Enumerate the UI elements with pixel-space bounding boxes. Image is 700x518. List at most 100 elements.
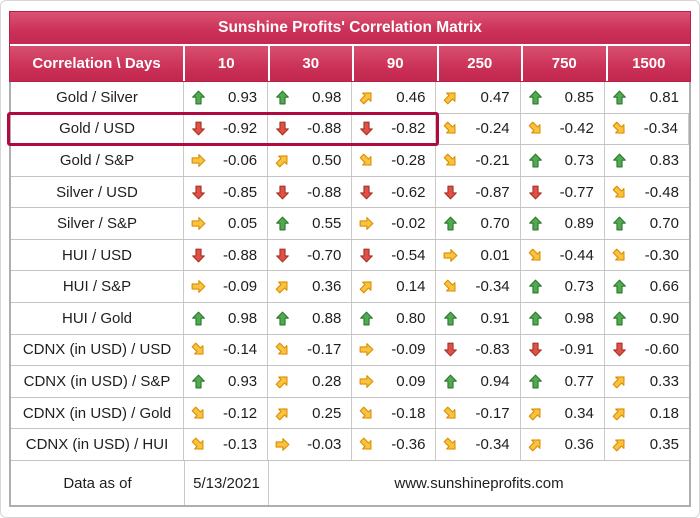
correlation-cell: 0.01 — [436, 239, 521, 271]
table-row: Silver / USD -0.85 -0.88 -0.62 -0.87 -0.… — [11, 176, 689, 209]
correlation-cell: -0.83 — [436, 334, 521, 366]
down-right-arrow-icon — [359, 437, 374, 452]
correlation-cell: 0.83 — [605, 145, 689, 176]
column-header-750: 750 — [521, 46, 606, 81]
down-arrow-icon — [528, 185, 543, 200]
row-label: Gold / USD — [11, 113, 184, 145]
down-right-arrow-icon — [443, 153, 458, 168]
correlation-cell: 0.70 — [436, 208, 521, 239]
down-right-arrow-icon — [443, 279, 458, 294]
correlation-cell: 0.85 — [521, 82, 605, 113]
cell-value: -0.44 — [559, 246, 594, 264]
up-arrow-icon — [528, 216, 543, 231]
cell-value: 0.25 — [312, 404, 342, 422]
correlation-cell: -0.88 — [268, 113, 353, 145]
correlation-cell: -0.54 — [352, 239, 437, 271]
correlation-cell: 0.28 — [268, 366, 353, 397]
table-row: Silver / S&P 0.05 0.55 -0.02 0.70 0.89 0… — [11, 208, 689, 240]
cell-value: -0.24 — [475, 120, 510, 138]
up-right-arrow-icon — [275, 279, 290, 294]
up-arrow-icon — [359, 311, 374, 326]
cell-value: -0.09 — [391, 341, 426, 359]
correlation-cell: 0.36 — [521, 429, 605, 460]
cell-value: 0.70 — [649, 215, 679, 233]
cell-value: 0.98 — [564, 309, 594, 327]
correlation-cell: -0.24 — [436, 113, 521, 145]
cell-value: 0.98 — [312, 88, 342, 106]
row-label: HUI / S&P — [11, 271, 184, 303]
down-arrow-icon — [443, 185, 458, 200]
correlation-cell: -0.82 — [352, 113, 437, 145]
table-row: Gold / Silver 0.93 0.98 0.46 0.47 0.85 0… — [11, 82, 689, 114]
correlation-cell: 0.98 — [184, 303, 269, 334]
correlation-cell: 0.90 — [605, 303, 689, 334]
table-header-section: Sunshine Profits' Correlation Matrix Cor… — [9, 11, 691, 82]
up-right-arrow-icon — [275, 153, 290, 168]
down-right-arrow-icon — [443, 406, 458, 421]
column-header-250: 250 — [436, 46, 522, 81]
down-arrow-icon — [443, 342, 458, 357]
up-arrow-icon — [528, 90, 543, 105]
cell-value: 0.36 — [312, 278, 342, 296]
cell-value: 0.73 — [564, 278, 594, 296]
up-arrow-icon — [275, 311, 290, 326]
cell-value: -0.92 — [222, 120, 258, 138]
up-right-arrow-icon — [612, 374, 627, 389]
right-arrow-icon — [359, 216, 374, 231]
up-arrow-icon — [612, 216, 627, 231]
up-right-arrow-icon — [612, 437, 627, 452]
cell-value: 0.34 — [564, 404, 594, 422]
cell-value: 0.80 — [396, 309, 426, 327]
cell-value: -0.91 — [559, 341, 594, 359]
table-row: CDNX (in USD) / S&P 0.93 0.28 0.09 0.94 … — [11, 366, 689, 398]
cell-value: 0.18 — [649, 404, 679, 422]
right-arrow-icon — [443, 248, 458, 263]
down-right-arrow-icon — [275, 342, 290, 357]
cell-value: -0.54 — [391, 246, 426, 264]
cell-value: 0.81 — [649, 88, 679, 106]
correlation-cell: -0.34 — [436, 271, 521, 303]
table-row: CDNX (in USD) / HUI -0.13 -0.03 -0.36 -0… — [11, 429, 689, 461]
down-arrow-icon — [191, 121, 206, 136]
correlation-cell: 0.73 — [521, 271, 605, 303]
cell-value: -0.83 — [475, 341, 510, 359]
website-text: www.sunshineprofits.com — [268, 461, 689, 505]
cell-value: -0.09 — [222, 278, 258, 296]
cell-value: -0.62 — [391, 183, 426, 201]
cell-value: 0.89 — [564, 215, 594, 233]
cell-value: 0.46 — [396, 88, 426, 106]
cell-value: -0.28 — [391, 151, 426, 169]
right-arrow-icon — [359, 374, 374, 389]
corner-header-cell: Correlation \ Days — [32, 55, 161, 72]
down-right-arrow-icon — [612, 121, 627, 136]
down-right-arrow-icon — [359, 406, 374, 421]
correlation-cell: 0.73 — [521, 145, 605, 176]
down-right-arrow-icon — [612, 248, 627, 263]
cell-value: -0.48 — [644, 183, 679, 201]
row-label: CDNX (in USD) / USD — [11, 334, 184, 366]
cell-value: -0.88 — [307, 120, 342, 138]
down-arrow-icon — [275, 248, 290, 263]
cell-value: 0.93 — [227, 372, 258, 390]
correlation-cell: -0.30 — [605, 240, 689, 271]
correlation-cell: -0.34 — [605, 113, 689, 145]
correlation-cell: -0.13 — [184, 429, 269, 460]
cell-value: -0.77 — [559, 183, 594, 201]
up-arrow-icon — [443, 374, 458, 389]
down-arrow-icon — [275, 121, 290, 136]
up-arrow-icon — [528, 153, 543, 168]
cell-value: 0.66 — [649, 278, 679, 296]
correlation-cell: 0.88 — [268, 303, 353, 334]
correlation-cell: -0.21 — [436, 145, 521, 176]
cell-value: 0.83 — [649, 151, 679, 169]
up-arrow-icon — [528, 279, 543, 294]
row-label: CDNX (in USD) / Gold — [11, 397, 184, 429]
cell-value: 0.47 — [480, 88, 510, 106]
correlation-cell: 0.35 — [605, 429, 689, 460]
down-right-arrow-icon — [612, 185, 627, 200]
cell-value: -0.30 — [644, 246, 679, 264]
right-arrow-icon — [191, 216, 206, 231]
correlation-cell: 0.94 — [436, 366, 521, 397]
cell-value: -0.42 — [559, 120, 594, 138]
